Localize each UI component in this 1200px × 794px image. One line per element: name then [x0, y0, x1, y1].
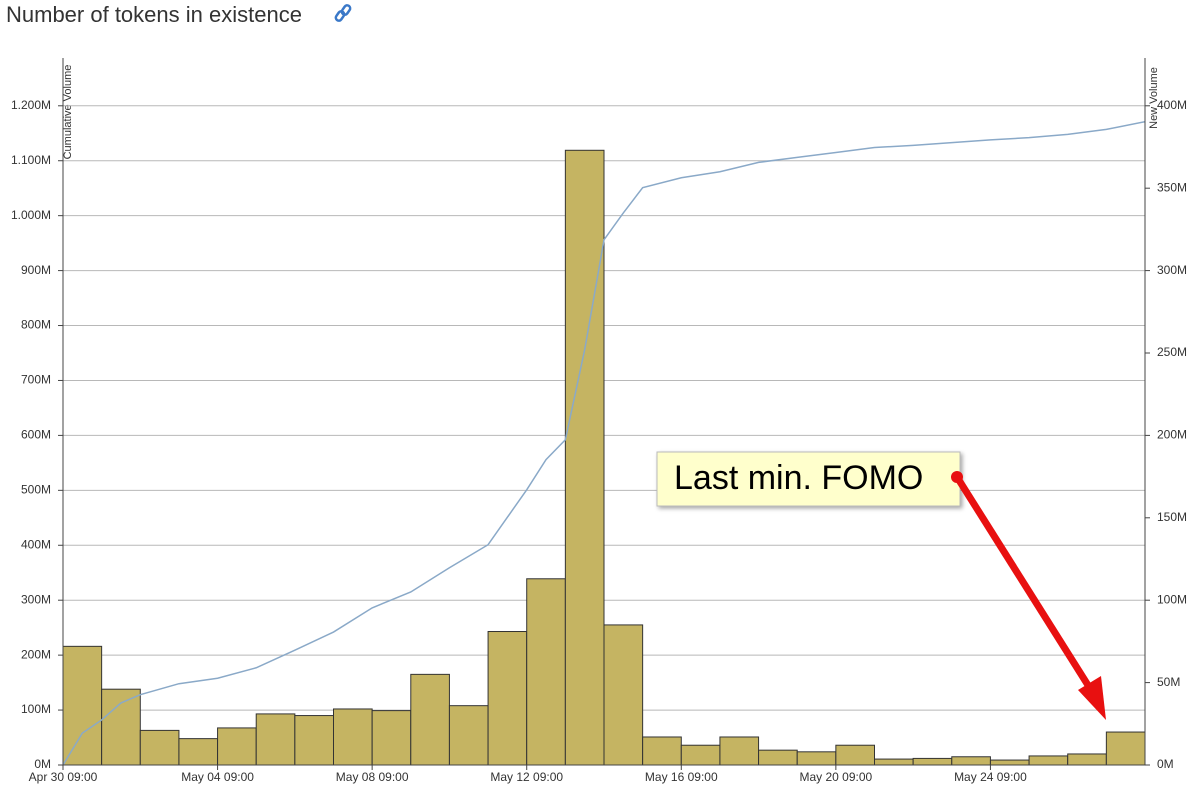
bar [139, 729, 180, 766]
x-tick-label: May 16 09:00 [645, 770, 718, 784]
y-axis-title: Cumulative Volume [62, 65, 74, 160]
bar [912, 757, 953, 766]
bar [719, 736, 760, 766]
bar [371, 710, 412, 766]
annotation-box [656, 451, 961, 507]
y-tick-label: 200M [21, 647, 51, 661]
y2-tick-label: 50M [1157, 675, 1180, 689]
y2-tick-label: 250M [1157, 345, 1187, 359]
bar [874, 758, 914, 766]
bar [564, 149, 605, 766]
bar [835, 744, 875, 766]
bar [1067, 753, 1107, 766]
bar [62, 645, 103, 766]
y-tick-label: 600M [21, 428, 51, 442]
x-tick-label: May 20 09:00 [799, 770, 872, 784]
bar [101, 688, 141, 766]
bar [178, 738, 219, 766]
bar [526, 578, 566, 766]
bar [989, 759, 1030, 766]
x-tick-label: May 24 09:00 [954, 770, 1027, 784]
y2-tick-label: 350M [1157, 180, 1187, 194]
bar [603, 624, 644, 766]
y-tick-label: 1.100M [11, 153, 51, 167]
bar [758, 749, 798, 766]
bar [1105, 731, 1146, 766]
y2-tick-label: 0M [1157, 757, 1174, 771]
bars [62, 149, 1146, 766]
bar [410, 673, 450, 766]
y2-tick-label: 400M [1157, 98, 1187, 112]
y-tick-label: 100M [21, 702, 51, 716]
annotation: Last min. FOMO [656, 451, 1106, 720]
overlay [62, 120, 1146, 766]
chart-title: Number of tokens in existence [6, 2, 302, 27]
bar [642, 736, 682, 766]
y2-tick-label: 150M [1157, 510, 1187, 524]
y-tick-label: 1.200M [11, 98, 51, 112]
bar [217, 727, 257, 766]
y-tick-label: 700M [21, 373, 51, 387]
bar [680, 744, 721, 766]
x-tick-label: Apr 30 09:00 [29, 770, 98, 784]
bar [487, 631, 528, 766]
bar [294, 715, 335, 766]
y-tick-label: 900M [21, 263, 51, 277]
y-tick-label: 500M [21, 483, 51, 497]
bar [255, 713, 296, 766]
x-tick-label: May 12 09:00 [490, 770, 563, 784]
arrow [954, 475, 1094, 692]
y2-axis-title: New Volume [1148, 67, 1160, 129]
bar [1028, 755, 1069, 766]
cumulative-line [62, 120, 1146, 766]
x-tick-label: May 08 09:00 [336, 770, 409, 784]
y-tick-label: 300M [21, 592, 51, 606]
bar [796, 751, 837, 766]
bar [333, 708, 373, 766]
bar [951, 756, 991, 766]
link-icon[interactable] [334, 4, 352, 22]
arrow-dot [951, 471, 963, 483]
y-tick-label: 800M [21, 318, 51, 332]
arrow-head [1078, 676, 1106, 720]
y-tick-label: 1.000M [11, 208, 51, 222]
annotation-text: Last min. FOMO [674, 459, 923, 497]
y-tick-label: 0M [34, 757, 51, 771]
y2-tick-label: 100M [1157, 592, 1187, 606]
y2-tick-label: 200M [1157, 428, 1187, 442]
x-tick-label: May 04 09:00 [181, 770, 254, 784]
bar [448, 705, 489, 766]
y-tick-label: 400M [21, 537, 51, 551]
y2-tick-label: 300M [1157, 263, 1187, 277]
